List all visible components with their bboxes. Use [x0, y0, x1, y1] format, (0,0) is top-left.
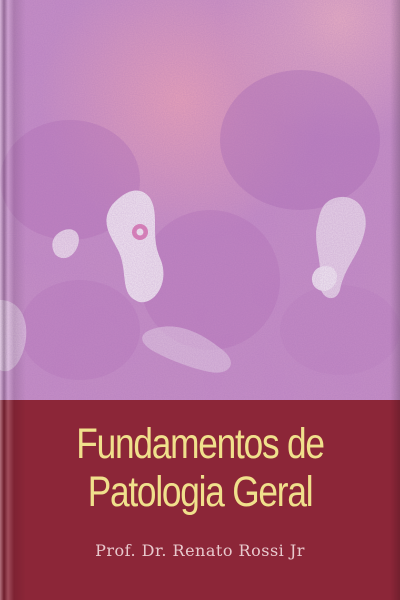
book-author: Prof. Dr. Renato Rossi Jr [95, 541, 305, 560]
title-band [0, 400, 400, 600]
book-title-line-1: Fundamentos de [76, 420, 325, 468]
book-title-line-2: Patologia Geral [87, 468, 314, 516]
histology-image [0, 0, 400, 400]
book-title: Fundamentos de Patologia Geral [36, 420, 364, 516]
